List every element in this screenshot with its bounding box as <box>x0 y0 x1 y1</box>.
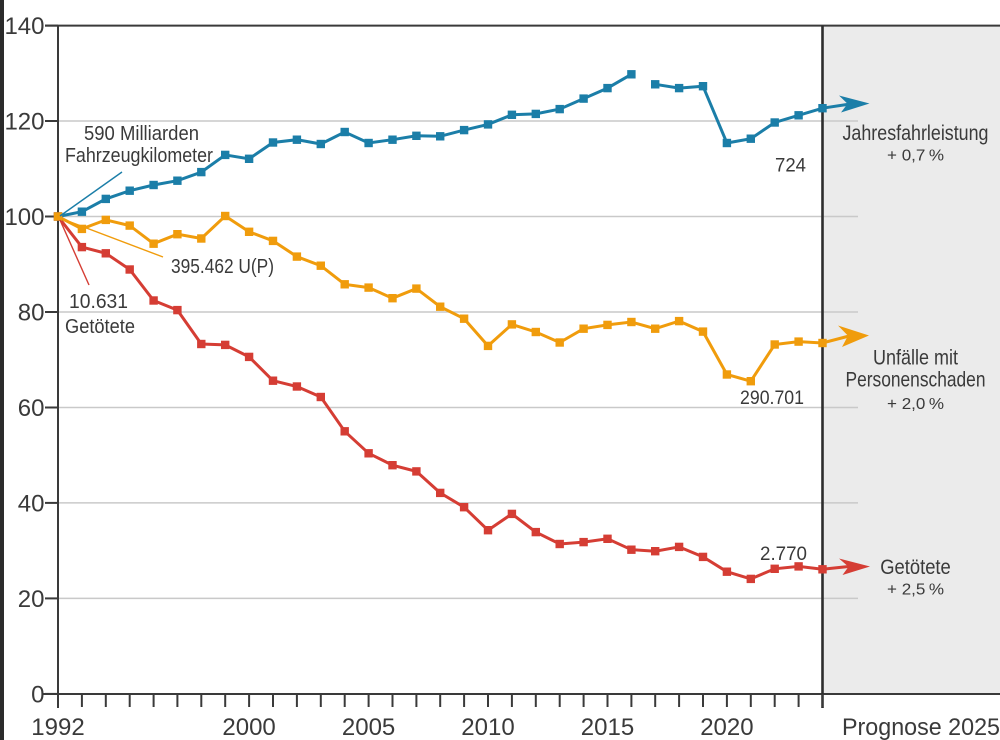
svg-text:Fahrzeugkilometer: Fahrzeugkilometer <box>65 145 213 167</box>
svg-text:10.631: 10.631 <box>69 291 128 313</box>
svg-text:140: 140 <box>4 13 44 40</box>
svg-text:Getötete: Getötete <box>880 556 951 579</box>
svg-text:0: 0 <box>31 682 44 709</box>
svg-text:1992: 1992 <box>31 714 84 740</box>
svg-text:40: 40 <box>18 491 45 518</box>
svg-text:2005: 2005 <box>342 714 395 740</box>
svg-text:20: 20 <box>18 586 45 613</box>
svg-text:Jahresfahrleistung: Jahresfahrleistung <box>843 122 989 145</box>
svg-text:80: 80 <box>18 300 45 327</box>
svg-text:Personenschaden: Personenschaden <box>846 369 986 392</box>
svg-text:+ 0,7 %: + 0,7 % <box>887 148 944 165</box>
svg-text:120: 120 <box>4 109 44 136</box>
svg-text:395.462 U(P): 395.462 U(P) <box>171 256 274 278</box>
svg-text:60: 60 <box>18 395 45 422</box>
svg-text:+ 2,0 %: + 2,0 % <box>887 396 944 413</box>
svg-text:590 Milliarden: 590 Milliarden <box>84 123 199 145</box>
svg-text:2.770: 2.770 <box>760 544 807 565</box>
svg-text:+ 2,5 %: + 2,5 % <box>887 582 944 599</box>
svg-text:Prognose 2025: Prognose 2025 <box>842 714 1000 740</box>
svg-text:2015: 2015 <box>581 714 634 740</box>
svg-text:2000: 2000 <box>222 714 275 740</box>
svg-text:2020: 2020 <box>700 714 753 740</box>
svg-text:290.701: 290.701 <box>740 388 804 409</box>
svg-text:100: 100 <box>4 204 44 231</box>
svg-text:Unfälle mit: Unfälle mit <box>873 347 958 370</box>
svg-text:724: 724 <box>775 156 806 177</box>
svg-text:Getötete: Getötete <box>65 316 135 338</box>
svg-text:2010: 2010 <box>461 714 514 740</box>
